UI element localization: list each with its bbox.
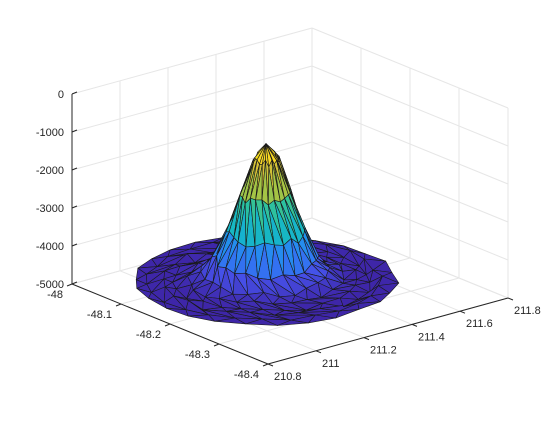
side-wall-gridline	[311, 141, 509, 223]
z-tick-mark	[71, 281, 78, 285]
back-wall-gridline	[71, 27, 313, 95]
z-tick-mark	[71, 167, 78, 171]
surface-facet	[370, 292, 391, 303]
x-tick-mark	[267, 363, 274, 367]
y-tick-label: -48.4	[234, 369, 259, 381]
z-tick-mark	[71, 91, 78, 95]
x-tick-mark	[315, 350, 322, 354]
surface-facet	[377, 282, 400, 294]
x-tick-label: 211.6	[466, 318, 493, 330]
y-tick-label: -48.2	[136, 329, 161, 341]
y-tick-label: -48.1	[87, 309, 112, 321]
y-tick-mark	[262, 363, 269, 367]
axes-lines	[66, 91, 514, 367]
y-tick-label: -48.3	[185, 349, 210, 361]
x-tick-mark	[507, 297, 514, 301]
seamount-surface	[135, 143, 400, 326]
x-tick-mark	[459, 310, 466, 314]
surface-facet	[357, 301, 381, 310]
y-tick-mark	[164, 323, 171, 327]
z-tick-label: -2000	[36, 165, 64, 177]
side-wall-gridline	[311, 103, 509, 185]
y-tick-label: -48	[47, 289, 63, 301]
z-tick-mark	[71, 243, 78, 247]
back-wall-gridline	[71, 103, 313, 171]
x-tick-label: 210.8	[274, 371, 302, 383]
z-tick-label: -3000	[36, 203, 64, 215]
side-wall-gridline	[311, 179, 509, 261]
side-wall-gridline	[311, 27, 509, 109]
y-tick-mark	[213, 343, 220, 347]
side-wall-gridline	[311, 217, 509, 299]
y-tick-mark	[66, 283, 73, 287]
x-tick-label: 211.2	[370, 345, 397, 357]
side-wall-gridline	[311, 65, 509, 147]
x-axis-line	[267, 297, 509, 365]
back-wall-gridline	[71, 65, 313, 133]
tick-labels: 0 -1000 -2000 -3000 -4000 -5000-48 -48.1 -48.2 -…	[36, 89, 541, 383]
surface-facet	[166, 307, 189, 317]
x-tick-label: 211.8	[514, 305, 541, 317]
z-tick-label: 0	[58, 89, 64, 101]
z-tick-mark	[71, 129, 78, 133]
x-tick-mark	[411, 323, 418, 327]
x-tick-label: 211.4	[418, 331, 445, 343]
z-tick-label: -1000	[36, 127, 64, 139]
z-tick-mark	[71, 205, 78, 209]
z-tick-label: -5000	[36, 279, 64, 291]
x-tick-label: 211	[322, 358, 340, 370]
y-tick-mark	[115, 303, 122, 307]
z-tick-label: -4000	[36, 241, 64, 253]
x-tick-mark	[363, 337, 370, 341]
